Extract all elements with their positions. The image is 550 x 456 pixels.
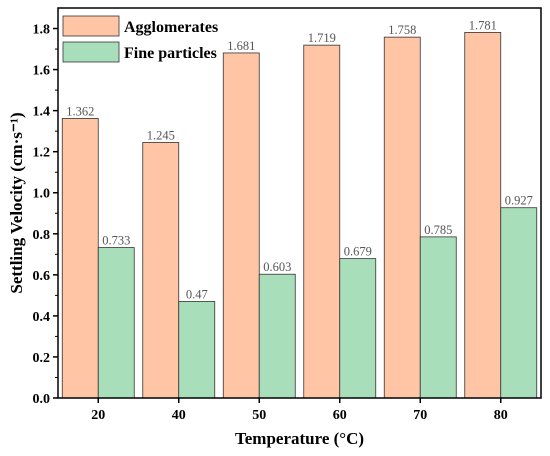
y-tick-label: 1.8 bbox=[33, 23, 51, 38]
x-tick-label: 50 bbox=[252, 408, 266, 423]
y-tick-label: 0.4 bbox=[33, 310, 51, 325]
x-tick-label: 20 bbox=[91, 408, 105, 423]
plot-frame bbox=[57, 7, 542, 399]
x-tick-label: 40 bbox=[172, 408, 186, 423]
y-tick-label: 0.6 bbox=[33, 269, 51, 284]
legend-label: Agglomerates bbox=[124, 19, 218, 36]
bar-fine-particles-40 bbox=[178, 301, 216, 399]
data-label: 0.927 bbox=[505, 194, 533, 208]
legend: Agglomerates Fine particles bbox=[62, 15, 218, 63]
data-label: 0.679 bbox=[344, 245, 372, 259]
data-label: 1.781 bbox=[469, 18, 497, 32]
bar-fine-particles-50 bbox=[258, 273, 296, 399]
y-tick-label: 1.4 bbox=[33, 105, 51, 120]
y-tick-label: 0.2 bbox=[33, 351, 51, 366]
bar-agglomerates-70 bbox=[383, 36, 421, 399]
data-label: 0.733 bbox=[102, 234, 130, 248]
bar-agglomerates-50 bbox=[222, 52, 260, 399]
data-label: 1.681 bbox=[227, 39, 255, 53]
y-tick-label: 0.0 bbox=[33, 392, 51, 407]
x-axis-title: Temperature (°C) bbox=[235, 429, 364, 448]
y-axis-title: Settling Velocity (cm·s⁻¹) bbox=[7, 112, 26, 293]
data-label: 1.719 bbox=[308, 31, 336, 45]
legend-swatch bbox=[62, 15, 120, 37]
bar-fine-particles-60 bbox=[339, 258, 377, 399]
data-label: 1.245 bbox=[147, 128, 175, 142]
axes-layer: 0.0 0.2 0.4 0.6 0.8 1.0 1.2 1.4 1.6 1.8 20 40 50 60 70… bbox=[33, 7, 542, 423]
y-tick-label: 1.6 bbox=[33, 64, 51, 79]
x-tick-label: 80 bbox=[494, 408, 508, 423]
bars-layer bbox=[61, 32, 538, 399]
y-tick-label: 1.2 bbox=[33, 146, 51, 161]
bar-agglomerates-40 bbox=[142, 142, 180, 399]
bar-fine-particles-80 bbox=[500, 207, 538, 399]
bar-agglomerates-80 bbox=[464, 32, 502, 399]
y-tick-label: 1.0 bbox=[33, 187, 51, 202]
data-labels-layer: 1.362 0.733 1.245 0.47 1.681 0.603 1.719 0.679 1… bbox=[66, 18, 533, 301]
data-label: 0.47 bbox=[186, 288, 208, 302]
x-tick-label: 60 bbox=[333, 408, 347, 423]
data-label: 0.603 bbox=[263, 260, 291, 274]
y-tick-label: 0.8 bbox=[33, 228, 51, 243]
bar-fine-particles-70 bbox=[419, 236, 457, 399]
legend-label: Fine particles bbox=[124, 45, 217, 62]
x-tick-label: 70 bbox=[413, 408, 427, 423]
data-label: 0.785 bbox=[424, 223, 452, 237]
legend-swatch bbox=[62, 41, 120, 63]
bar-fine-particles-20 bbox=[97, 247, 135, 399]
bar-agglomerates-60 bbox=[303, 44, 341, 399]
data-label: 1.362 bbox=[66, 104, 94, 118]
bar-agglomerates-20 bbox=[61, 118, 99, 399]
data-label: 1.758 bbox=[388, 23, 416, 37]
